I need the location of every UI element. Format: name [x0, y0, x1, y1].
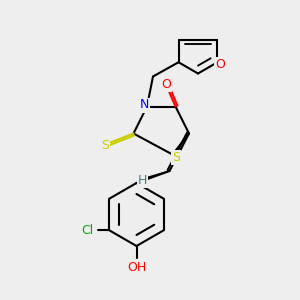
- Text: S: S: [172, 151, 180, 164]
- Text: N: N: [140, 98, 149, 112]
- Text: OH: OH: [127, 261, 146, 274]
- Text: Cl: Cl: [81, 224, 93, 237]
- Text: H: H: [138, 173, 147, 187]
- Text: S: S: [101, 139, 109, 152]
- Text: O: O: [162, 77, 171, 91]
- Text: O: O: [215, 58, 225, 71]
